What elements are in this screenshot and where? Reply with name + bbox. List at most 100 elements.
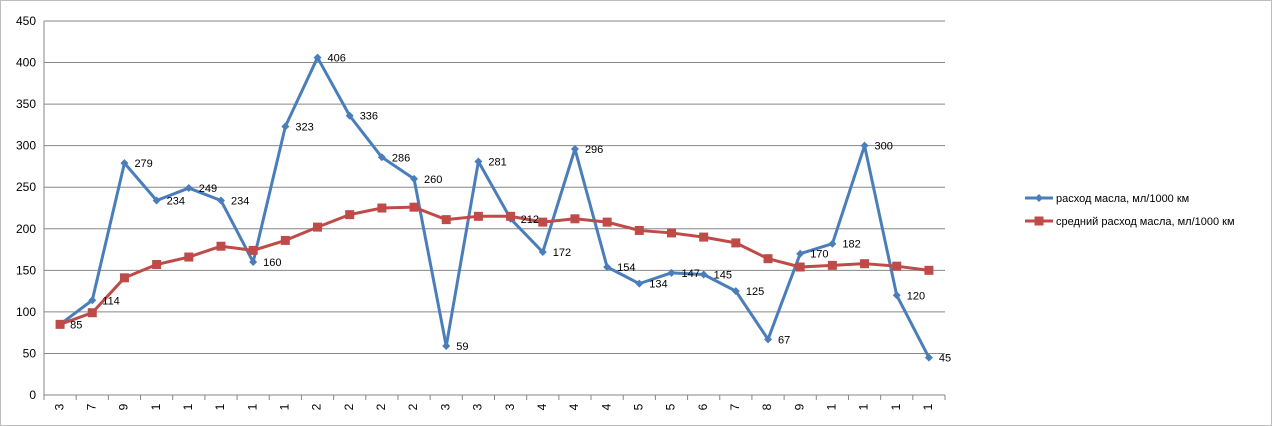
data-point <box>667 268 676 277</box>
data-point <box>506 211 516 221</box>
data-point <box>313 222 323 232</box>
data-point <box>860 141 869 150</box>
data-point <box>216 196 225 205</box>
data-label: 323 <box>295 122 313 134</box>
data-label: 234 <box>231 196 249 208</box>
data-label: 260 <box>424 174 442 186</box>
x-tick-label: 3 <box>471 403 485 410</box>
data-point <box>666 228 676 238</box>
x-tick-label: 3 <box>52 403 66 410</box>
data-label: 182 <box>842 239 860 251</box>
data-point <box>538 217 548 227</box>
x-tick-label: 3 <box>438 403 452 410</box>
data-point <box>699 232 709 242</box>
y-tick-label: 200 <box>16 222 36 236</box>
data-label: 125 <box>746 286 764 298</box>
y-tick-label: 300 <box>16 139 36 153</box>
data-point <box>699 270 708 279</box>
legend: расход масла, мл/1000 км средний расход м… <box>1025 193 1235 228</box>
data-label: 160 <box>263 257 281 269</box>
data-label: 249 <box>199 183 217 195</box>
series-line-average-consumption <box>59 205 930 326</box>
data-point <box>55 319 65 329</box>
data-point <box>603 263 612 272</box>
data-point <box>409 202 419 212</box>
x-tick-label: 1 <box>825 403 839 410</box>
data-point <box>474 157 483 166</box>
x-tick-label: 2 <box>342 403 356 410</box>
data-label: 300 <box>875 141 893 153</box>
data-point <box>795 262 805 272</box>
data-point <box>281 122 290 131</box>
x-tick-label: 9 <box>792 403 806 410</box>
data-point <box>1034 216 1044 226</box>
data-labels: 85 114 279 234 249 234 160 323 406 336 286 260 59 281… <box>70 53 951 365</box>
x-tick-label: 2 <box>406 403 420 410</box>
data-point <box>345 111 354 120</box>
data-label: 145 <box>714 269 732 281</box>
y-tick-label: 400 <box>16 56 36 70</box>
data-point <box>345 210 355 220</box>
x-tick-label: 1 <box>181 403 195 410</box>
data-point <box>88 296 97 305</box>
data-point <box>184 252 194 262</box>
data-label: 114 <box>102 295 120 307</box>
data-label: 296 <box>585 144 603 156</box>
x-tick-label: 5 <box>664 403 678 410</box>
legend-label: расход масла, мл/1000 км <box>1056 193 1189 205</box>
data-label: 406 <box>328 53 346 65</box>
data-point <box>441 215 451 225</box>
data-point <box>860 259 870 269</box>
data-point <box>152 260 162 270</box>
x-tick-label: 1 <box>921 403 935 410</box>
data-point <box>249 258 258 267</box>
data-label: 45 <box>939 353 951 365</box>
data-point <box>120 159 129 168</box>
data-point <box>442 341 451 350</box>
y-tick-label: 100 <box>16 305 36 319</box>
x-tick-label: 7 <box>728 403 742 410</box>
data-label: 154 <box>617 262 635 274</box>
data-point <box>892 261 902 271</box>
x-tick-label: 4 <box>567 403 581 410</box>
y-tick-label: 50 <box>23 346 37 360</box>
data-point <box>892 291 901 300</box>
data-point <box>248 245 258 255</box>
y-tick-label: 450 <box>16 14 36 28</box>
data-point <box>635 279 644 288</box>
data-label: 279 <box>134 158 152 170</box>
data-point <box>827 260 837 270</box>
data-point <box>410 174 419 183</box>
data-label: 172 <box>553 247 571 259</box>
data-point <box>731 238 741 248</box>
data-point <box>87 308 97 318</box>
x-tick-label: 1 <box>889 403 903 410</box>
data-point <box>764 335 773 344</box>
x-tick-label: 2 <box>310 403 324 410</box>
data-point <box>152 196 161 205</box>
data-label: 147 <box>681 268 699 280</box>
data-point <box>119 273 129 283</box>
data-label: 59 <box>456 341 468 353</box>
data-label: 234 <box>167 196 185 208</box>
data-label: 281 <box>488 156 506 168</box>
x-tick-label: 1 <box>857 403 871 410</box>
data-label: 120 <box>907 290 925 302</box>
x-tick-label: 9 <box>117 403 131 410</box>
series-line-oil-consumption <box>59 56 931 359</box>
x-tick-label: 5 <box>631 403 645 410</box>
x-tick-label: 4 <box>535 403 549 410</box>
x-tick-label: 3 <box>503 403 517 410</box>
data-point <box>473 211 483 221</box>
data-label: 134 <box>649 279 667 291</box>
data-point <box>602 217 612 227</box>
y-tick-label: 250 <box>16 180 36 194</box>
x-tick-label: 4 <box>599 403 613 410</box>
data-point <box>377 153 386 162</box>
x-tick-label: 8 <box>760 403 774 410</box>
data-point <box>570 214 580 224</box>
legend-label: средний расход масла, мл/1000 км <box>1056 216 1235 228</box>
